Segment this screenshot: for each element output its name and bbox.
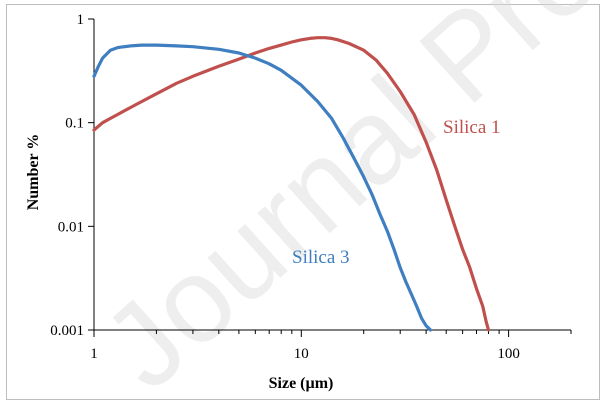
x-axis-title: Size (µm) — [269, 375, 334, 392]
x-tick-label: 10 — [294, 346, 309, 362]
series-line-silica-1 — [92, 36, 491, 332]
tick-labels: 0.001 0.01 0.1 1 1 10 100 — [50, 12, 520, 362]
series-layer — [92, 36, 491, 332]
y-tick-label: 1 — [77, 12, 85, 28]
series-line-silica-3 — [92, 43, 433, 332]
chart-frame — [6, 4, 600, 400]
x-tick-label: 1 — [90, 346, 98, 362]
axes — [88, 18, 572, 337]
watermark-text: Journal Pre-proof — [78, 0, 608, 406]
label-silica-3: Silica 3 — [292, 247, 350, 268]
y-axis-title: Number % — [25, 134, 42, 211]
label-silica-1: Silica 1 — [443, 117, 501, 138]
y-tick-label: 0.001 — [50, 323, 84, 339]
y-tick-label: 0.01 — [58, 219, 84, 235]
y-tick-label: 0.1 — [65, 116, 84, 132]
x-tick-label: 100 — [497, 346, 520, 362]
